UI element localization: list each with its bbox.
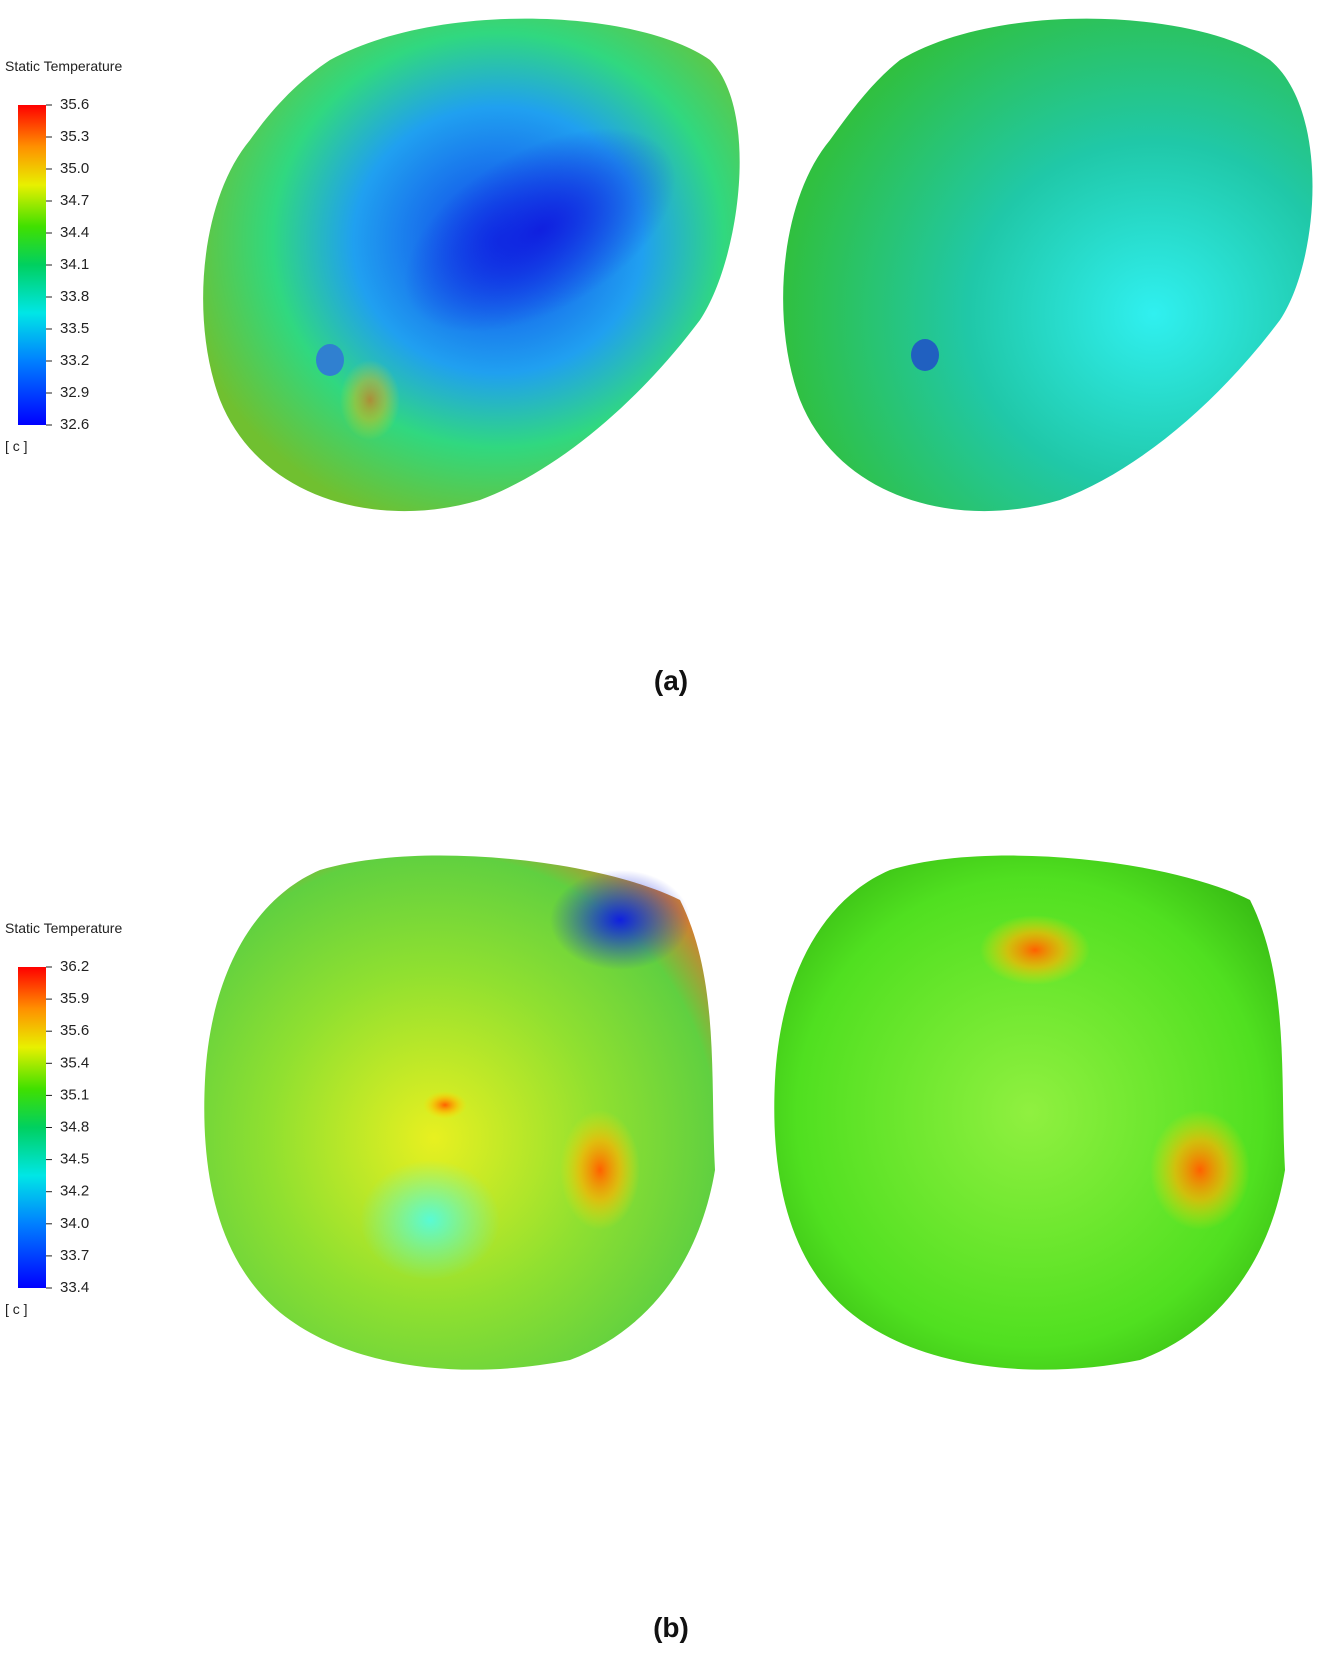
tick-label: 35.3 (60, 128, 89, 145)
model-a-right (783, 18, 1313, 512)
tick-label: 35.4 (60, 1054, 89, 1071)
tick-label: 32.6 (60, 416, 89, 433)
model-b-left (204, 855, 715, 1370)
tick-label: 34.2 (60, 1183, 89, 1200)
model-b-right (774, 855, 1285, 1370)
tick-label: 32.9 (60, 384, 89, 401)
model-a-left (203, 18, 740, 512)
tick-label: 34.5 (60, 1151, 89, 1168)
tick-label: 33.5 (60, 320, 89, 337)
caption: (b) (653, 1612, 689, 1643)
tick-label: 36.2 (60, 958, 89, 975)
tick-label: 35.0 (60, 160, 89, 177)
tick-label: 34.4 (60, 224, 89, 241)
tick-label: 35.6 (60, 1022, 89, 1039)
legend-title: Static Temperature (5, 920, 122, 936)
tick-label: 33.4 (60, 1279, 89, 1296)
tick-label: 35.1 (60, 1086, 89, 1103)
tick-label: 35.6 (60, 96, 89, 113)
color-bar (18, 105, 46, 425)
tick-label: 33.7 (60, 1247, 89, 1264)
tick-label: 34.1 (60, 256, 89, 273)
tick-label: 33.8 (60, 288, 89, 305)
tick-label: 35.9 (60, 990, 89, 1007)
caption: (a) (654, 665, 688, 696)
legend-unit: [ c ] (5, 1301, 28, 1317)
tick-label: 34.8 (60, 1118, 89, 1135)
legend-unit: [ c ] (5, 438, 28, 454)
tick-label: 33.2 (60, 352, 89, 369)
legend-title: Static Temperature (5, 58, 122, 74)
color-bar (18, 967, 46, 1288)
tick-label: 34.0 (60, 1215, 89, 1232)
tick-label: 34.7 (60, 192, 89, 209)
